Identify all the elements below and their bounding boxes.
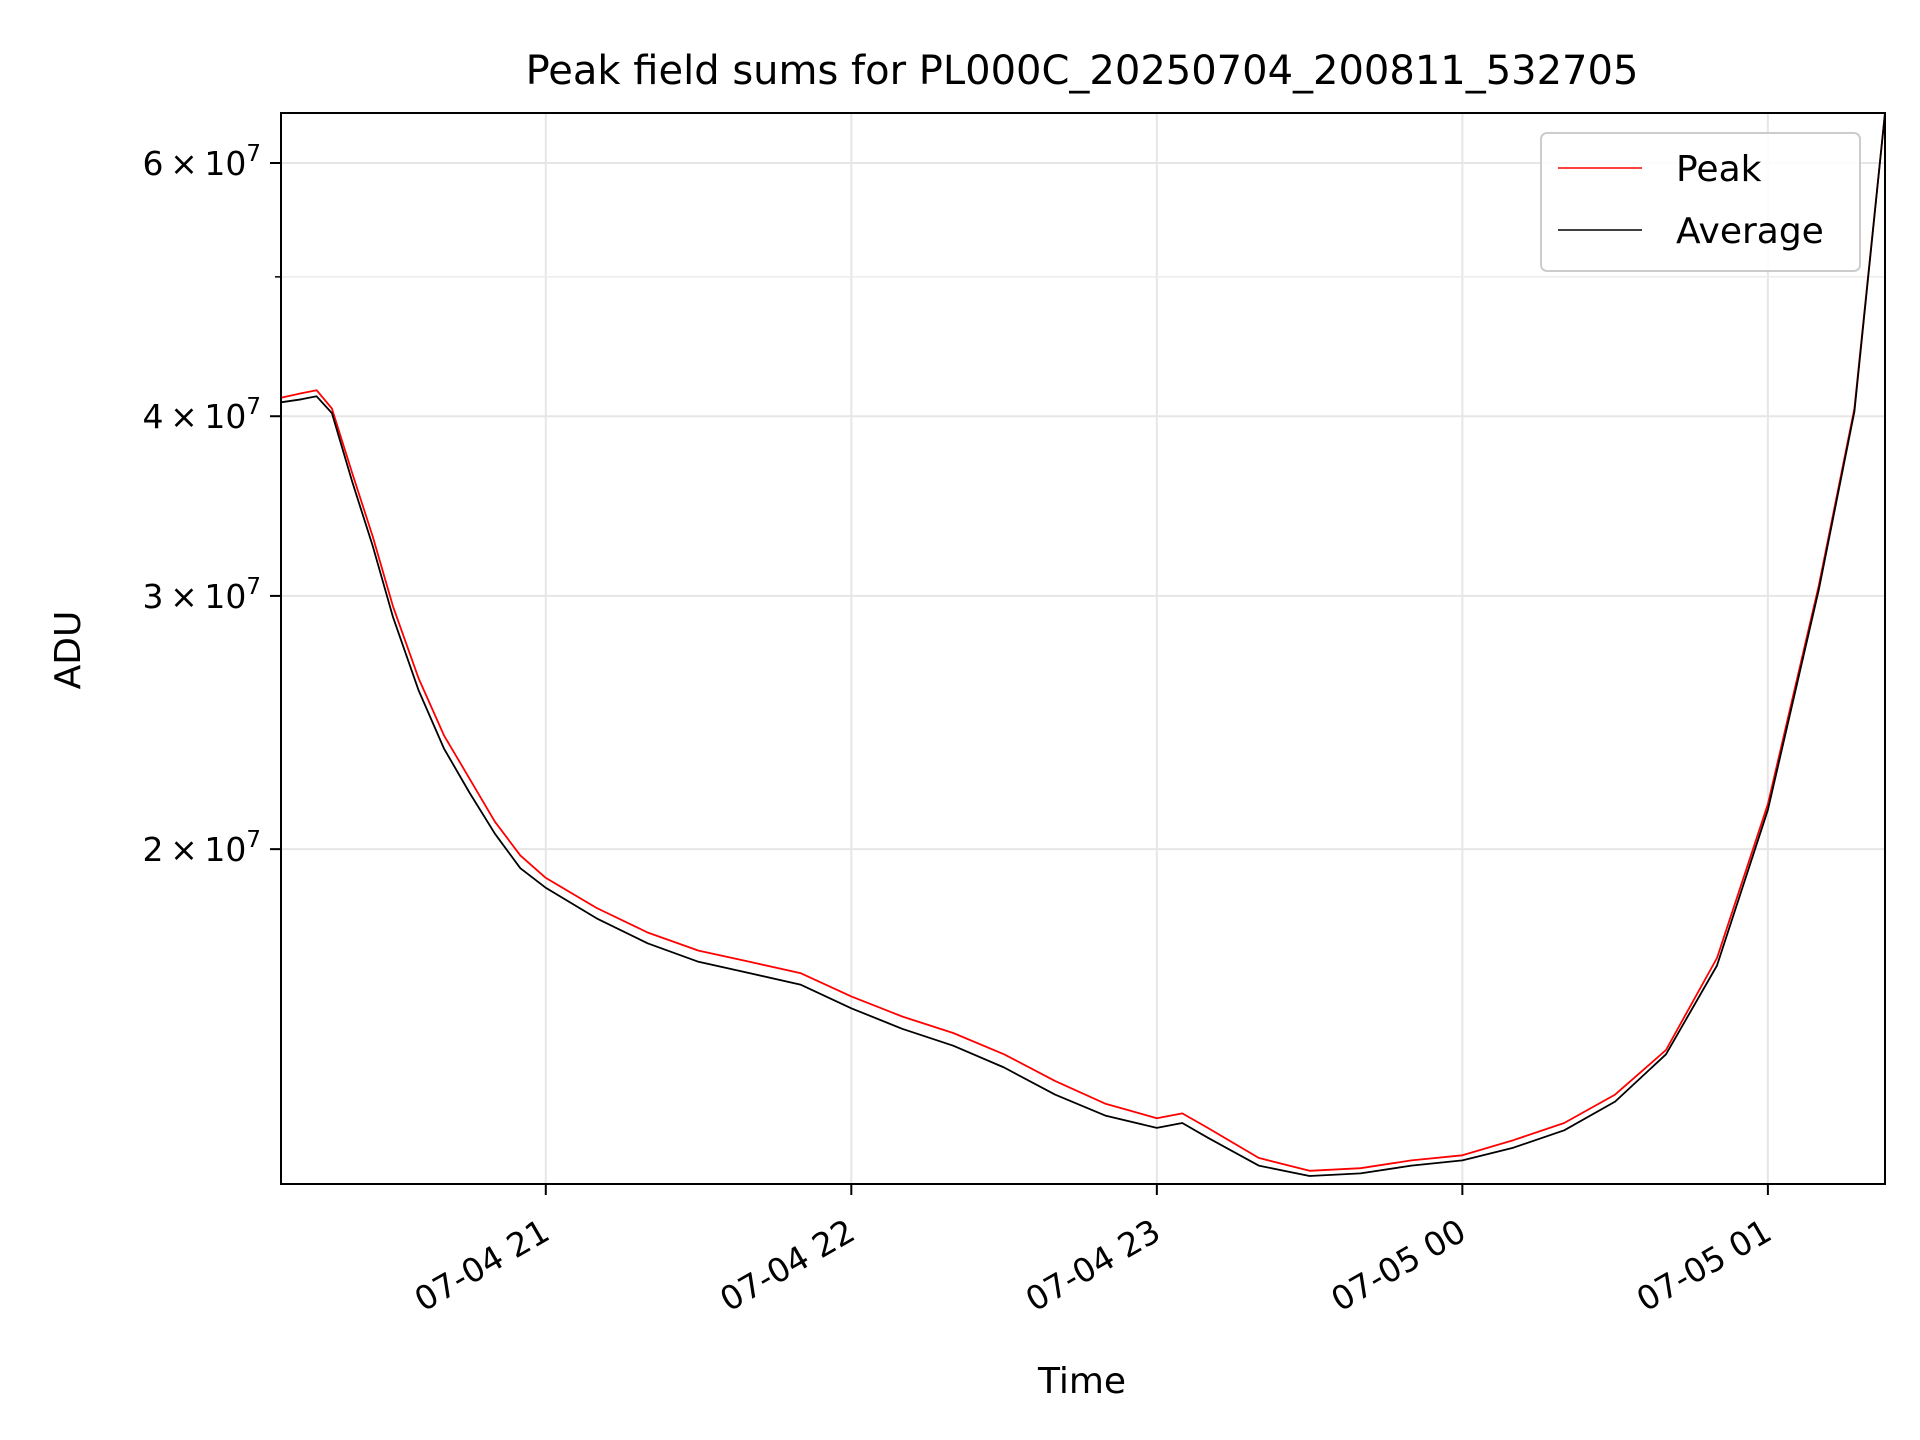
series-lines bbox=[280, 112, 1886, 1177]
series-line-average bbox=[280, 112, 1886, 1177]
y-tick-label: 6 × 107 bbox=[143, 141, 261, 183]
legend-label-peak: Peak bbox=[1676, 149, 1762, 190]
chart-title: Peak field sums for PL000C_20250704_2008… bbox=[526, 48, 1639, 94]
grid bbox=[281, 113, 1885, 1184]
legend-label-average: Average bbox=[1676, 211, 1824, 252]
legend: Peak Average bbox=[1540, 132, 1861, 272]
y-tick-label: 4 × 107 bbox=[143, 394, 261, 436]
series-line-peak bbox=[280, 112, 1886, 1172]
x-axis-label: Time bbox=[1037, 1361, 1126, 1402]
plot-frame bbox=[280, 112, 1886, 1185]
y-tick-label: 2 × 107 bbox=[143, 827, 261, 869]
y-tick-label: 3 × 107 bbox=[143, 574, 261, 616]
y-axis: 2 × 107 3 × 107 4 × 107 6 × 107 bbox=[143, 141, 281, 869]
y-axis-label: ADU bbox=[48, 611, 89, 690]
